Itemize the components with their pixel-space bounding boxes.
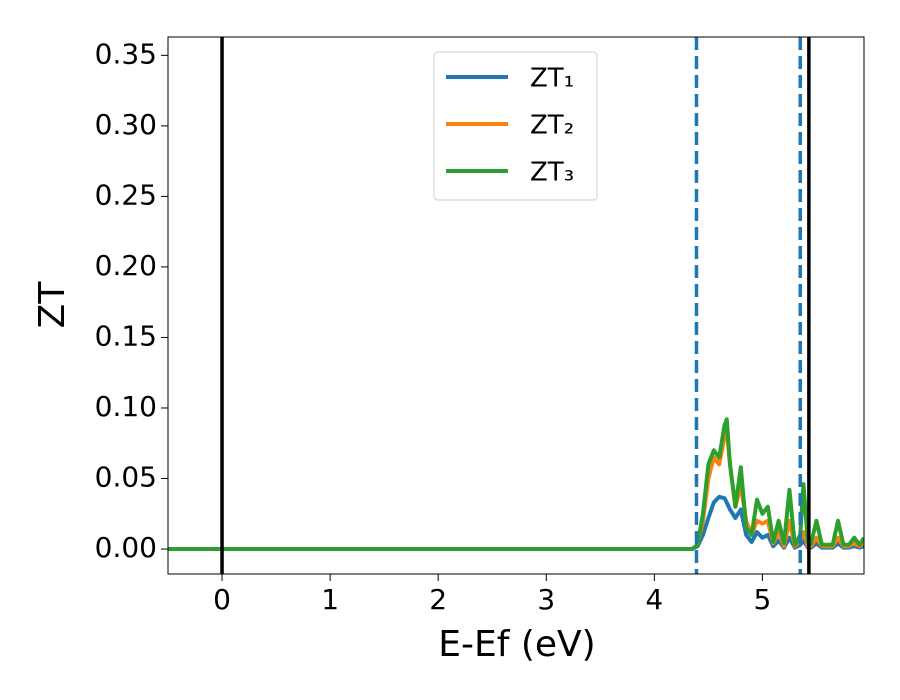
x-tick-label: 5 [753,583,771,616]
y-tick-label: 0.10 [95,390,157,423]
x-tick-label: 4 [645,583,663,616]
y-tick-label: 0.25 [95,178,157,211]
x-tick-label: 1 [321,583,339,616]
legend-box [433,51,598,201]
y-tick-label: 0.00 [95,531,157,564]
y-tick-label: 0.20 [95,249,157,282]
y-tick-label: 0.35 [95,37,157,70]
series-line [168,427,864,552]
series-line [168,417,864,552]
x-tick-label: 2 [429,583,447,616]
plot-area [168,37,864,574]
y-tick-label: 0.05 [95,461,157,494]
x-axis-label: E-Ef (eV) [438,624,595,665]
legend-label: ZT₁ [530,64,574,94]
x-tick-label: 0 [213,583,231,616]
y-tick-label: 0.15 [95,319,157,352]
legend-label: ZT₂ [530,111,574,141]
y-axis-label: ZT [32,281,73,329]
x-tick-label: 3 [537,583,555,616]
plot-frame [167,36,865,575]
y-tick-label: 0.30 [95,108,157,141]
legend-label: ZT₃ [530,158,574,188]
